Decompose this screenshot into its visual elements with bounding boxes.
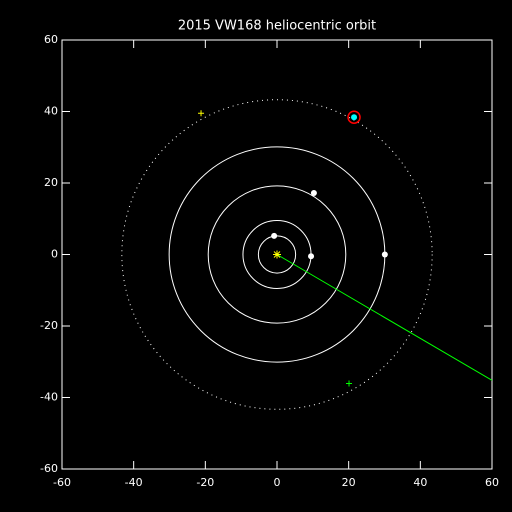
y-tick-label: 0 bbox=[51, 248, 58, 261]
y-tick-label: -40 bbox=[40, 391, 58, 404]
orbit bbox=[121, 99, 433, 410]
point bbox=[310, 190, 317, 197]
point bbox=[271, 232, 278, 239]
y-tick-label: 20 bbox=[44, 176, 58, 189]
x-tick-label: 20 bbox=[342, 476, 356, 489]
point bbox=[273, 250, 281, 259]
x-tick-label: -40 bbox=[125, 476, 143, 489]
point bbox=[198, 110, 205, 117]
x-tick-label: -20 bbox=[196, 476, 214, 489]
y-tick-label: -60 bbox=[40, 462, 58, 475]
point bbox=[308, 253, 315, 260]
point bbox=[346, 380, 353, 387]
y-tick-label: -20 bbox=[40, 319, 58, 332]
x-tick-label: 0 bbox=[274, 476, 281, 489]
y-tick-label: 40 bbox=[44, 105, 58, 118]
x-tick-label: 60 bbox=[485, 476, 499, 489]
point bbox=[381, 251, 388, 258]
x-tick-label: -60 bbox=[53, 476, 71, 489]
marker-shape bbox=[346, 380, 353, 387]
marker-shape bbox=[273, 250, 281, 259]
chart-title: 2015 VW168 heliocentric orbit bbox=[178, 19, 376, 34]
highlight-ring bbox=[347, 110, 361, 124]
y-tick-label: 60 bbox=[44, 33, 58, 46]
marker-shape bbox=[198, 110, 205, 117]
x-tick-label: 40 bbox=[413, 476, 427, 489]
point bbox=[351, 114, 358, 121]
orbit bbox=[207, 185, 347, 324]
direction-line bbox=[276, 254, 493, 381]
